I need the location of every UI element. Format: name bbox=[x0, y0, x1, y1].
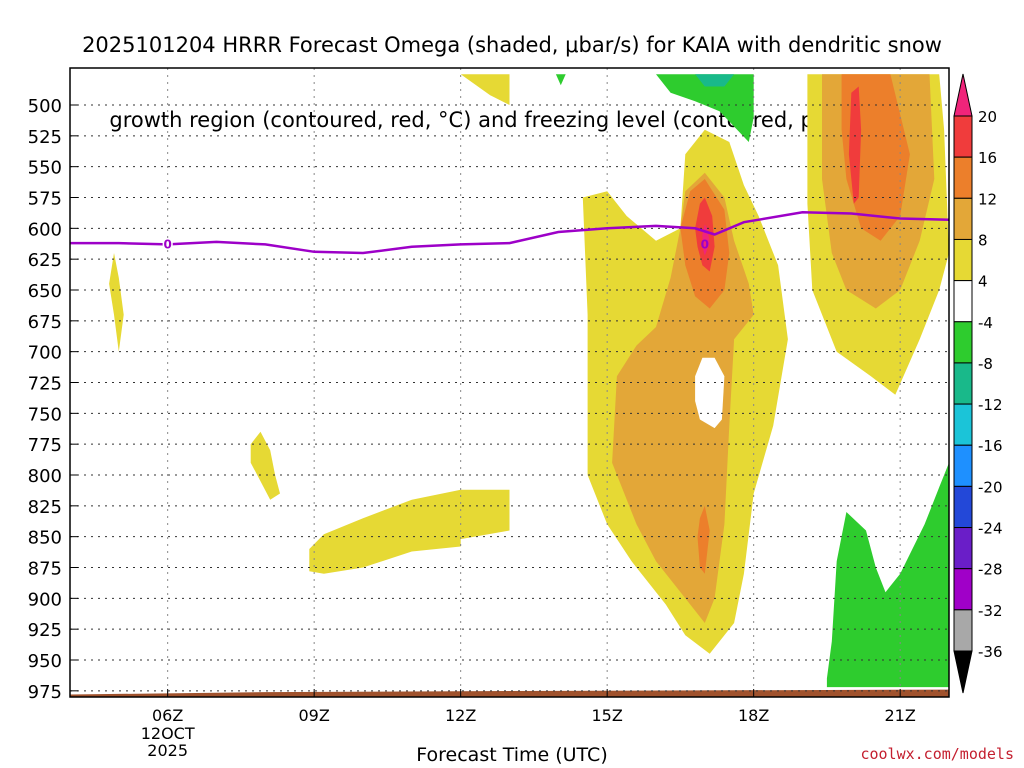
colorbar-label: -28 bbox=[978, 561, 1003, 579]
y-tick-label: 825 bbox=[28, 497, 62, 518]
omega-region-12 bbox=[848, 86, 862, 204]
y-tick-label: 725 bbox=[28, 374, 62, 395]
x-axis-label: Forecast Time (UTC) bbox=[416, 744, 608, 766]
colorbar-segment bbox=[953, 403, 973, 446]
colorbar-segment bbox=[953, 362, 973, 405]
x-tick-label: 18Z bbox=[738, 706, 769, 725]
y-tick-label: 850 bbox=[28, 528, 62, 549]
omega-region-14 bbox=[695, 357, 725, 429]
x-tick-date: 12OCT bbox=[141, 724, 195, 743]
colorbar-bottom-arrow bbox=[953, 650, 973, 694]
x-tick-label: 06Z bbox=[152, 706, 183, 725]
colorbar-segment bbox=[953, 280, 973, 323]
colorbar-segment bbox=[953, 444, 973, 487]
omega-region-3 bbox=[460, 74, 510, 105]
colorbar-segment bbox=[953, 238, 973, 282]
terrain-strip bbox=[70, 689, 949, 697]
y-tick-label: 500 bbox=[28, 96, 62, 117]
colorbar-segment bbox=[953, 527, 973, 570]
y-tick-label: 750 bbox=[28, 404, 62, 425]
colorbar-segment bbox=[953, 197, 973, 240]
colorbar-segment bbox=[953, 115, 973, 158]
colorbar-label: -4 bbox=[978, 314, 993, 332]
colorbar-label: -16 bbox=[978, 437, 1003, 455]
colorbar-label: -20 bbox=[978, 478, 1003, 496]
omega-region-1 bbox=[250, 431, 280, 500]
x-tick-year: 2025 bbox=[147, 741, 188, 760]
omega-region-0 bbox=[109, 253, 124, 352]
y-tick-label: 975 bbox=[28, 682, 62, 703]
omega-region-2 bbox=[309, 489, 510, 574]
y-tick-label: 800 bbox=[28, 466, 62, 487]
watermark: coolwx.com/models bbox=[860, 745, 1014, 763]
y-tick-label: 550 bbox=[28, 158, 62, 179]
omega-region-16 bbox=[695, 74, 735, 87]
colorbar-label: 8 bbox=[978, 231, 988, 249]
y-tick-label: 625 bbox=[28, 250, 62, 271]
colorbar-segment bbox=[953, 321, 973, 364]
y-tick-label: 675 bbox=[28, 312, 62, 333]
dgz-label: 0 bbox=[701, 237, 709, 251]
colorbar: 20 16 12 8 4 -4 -8 -12 -16 -20 -24 -28 -32 -36 bbox=[953, 73, 1003, 694]
colorbar-label: 16 bbox=[978, 149, 997, 167]
colorbar-segment bbox=[953, 156, 973, 199]
colorbar-label: -8 bbox=[978, 355, 993, 373]
y-tick-label: 700 bbox=[28, 343, 62, 364]
omega-region-15 bbox=[656, 74, 754, 142]
omega-region-18 bbox=[826, 462, 949, 688]
y-tick-label: 775 bbox=[28, 435, 62, 456]
x-tick-label: 15Z bbox=[592, 706, 623, 725]
x-tick-label: 21Z bbox=[885, 706, 916, 725]
omega-fill-layer bbox=[70, 74, 949, 697]
colorbar-segment bbox=[953, 609, 973, 652]
y-axis: 500 525 550 575 600 625 650 675 700 725 750 775 800 8… bbox=[28, 96, 78, 703]
colorbar-label: 12 bbox=[978, 190, 997, 208]
freezing-level-label: 0 bbox=[163, 237, 171, 251]
colorbar-label: -32 bbox=[978, 602, 1003, 620]
colorbar-label: -36 bbox=[978, 643, 1003, 661]
y-tick-label: 575 bbox=[28, 189, 62, 210]
x-tick-label: 12Z bbox=[445, 706, 476, 725]
y-tick-label: 650 bbox=[28, 281, 62, 302]
colorbar-label: 20 bbox=[978, 108, 997, 126]
colorbar-label: 4 bbox=[978, 273, 988, 291]
colorbar-top-arrow bbox=[953, 73, 973, 117]
colorbar-segment bbox=[953, 485, 973, 529]
omega-region-9 bbox=[697, 505, 710, 574]
colorbar-label: -12 bbox=[978, 396, 1003, 414]
colorbar-label: -24 bbox=[978, 520, 1003, 538]
y-tick-label: 875 bbox=[28, 559, 62, 580]
freezing-level-line bbox=[70, 211, 949, 255]
chart-title-line1: 2025101204 HRRR Forecast Omega (shaded, … bbox=[82, 33, 942, 57]
colorbar-segment bbox=[953, 568, 973, 611]
y-tick-label: 600 bbox=[28, 219, 62, 240]
x-tick-label: 09Z bbox=[299, 706, 330, 725]
y-tick-label: 950 bbox=[28, 651, 62, 672]
omega-region-17 bbox=[555, 74, 566, 86]
y-tick-label: 525 bbox=[28, 127, 62, 148]
y-tick-label: 925 bbox=[28, 620, 62, 641]
y-tick-label: 900 bbox=[28, 589, 62, 610]
